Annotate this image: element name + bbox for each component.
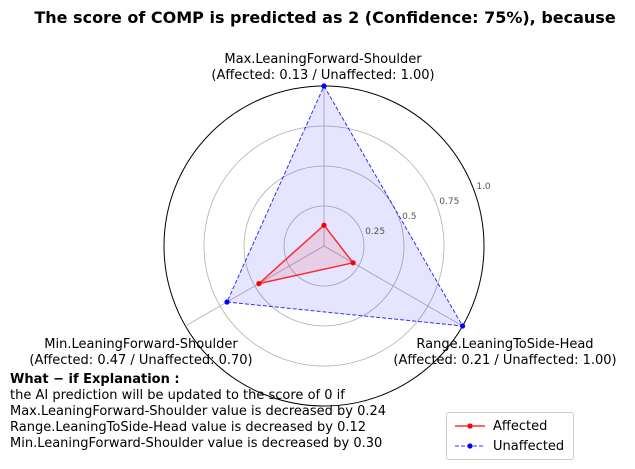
legend: Affected Unaffected	[446, 412, 574, 460]
series-point-affected	[350, 260, 356, 266]
explanation-line: Min.LeaningForward-Shoulder value is dec…	[10, 436, 383, 451]
axis-name: Max.LeaningForward-Shoulder	[224, 52, 422, 67]
legend-item-unaffected: Unaffected	[455, 437, 564, 455]
series-point-unaffected	[224, 299, 230, 305]
radar-spoke	[323, 245, 463, 327]
legend-label-unaffected: Unaffected	[493, 438, 565, 454]
radar-spoke	[185, 245, 325, 327]
chart-title: The score of COMP is predicted as 2 (Con…	[34, 8, 616, 27]
axis-label-max-leaning-forward-shoulder: Max.LeaningForward-Shoulder (Affected: 0…	[173, 52, 473, 84]
axis-label-min-leaning-forward-shoulder: Min.LeaningForward-Shoulder (Affected: 0…	[10, 337, 272, 369]
series-point-unaffected	[321, 83, 327, 89]
series-area-unaffected	[227, 86, 463, 326]
series-area-affected	[258, 225, 354, 284]
axis-name: Min.LeaningForward-Shoulder	[44, 337, 238, 352]
radial-tick-label: 0.75	[439, 197, 459, 207]
legend-label-affected: Affected	[493, 418, 548, 434]
radial-tick-label: 0.25	[365, 227, 385, 237]
legend-item-affected: Affected	[455, 417, 547, 435]
legend-marker-unaffected	[455, 443, 485, 449]
explanation-line: Range.LeaningToSide-Head value is decrea…	[10, 420, 367, 435]
axis-name: Range.LeaningToSide-Head	[416, 337, 594, 352]
series-point-affected	[256, 281, 262, 287]
explanation-heading: What − if Explanation :	[10, 372, 180, 387]
axis-detail: (Affected: 0.13 / Unaffected: 1.00)	[211, 68, 435, 83]
radial-tick-label: 1.0	[476, 182, 491, 192]
radar-series	[224, 83, 466, 329]
series-line-affected	[256, 224, 355, 285]
radial-ticks: 0.25 0.5 0.75 1.0	[365, 182, 491, 237]
axis-detail: (Affected: 0.21 / Unaffected: 1.00)	[393, 353, 617, 368]
explanation-line: the AI prediction will be updated to the…	[10, 388, 345, 403]
series-point-unaffected	[459, 323, 466, 329]
series-line-unaffected	[226, 84, 464, 327]
axis-detail: (Affected: 0.47 / Unaffected: 0.70)	[29, 353, 253, 368]
radial-tick-label: 0.5	[402, 212, 416, 222]
what-if-explanation: What − if Explanation : the AI predictio…	[10, 372, 386, 452]
series-point-affected	[321, 222, 327, 228]
legend-marker-affected	[455, 423, 485, 429]
explanation-line: Max.LeaningForward-Shoulder value is dec…	[10, 404, 387, 419]
axis-label-range-leaning-to-side-head: Range.LeaningToSide-Head (Affected: 0.21…	[372, 337, 635, 369]
